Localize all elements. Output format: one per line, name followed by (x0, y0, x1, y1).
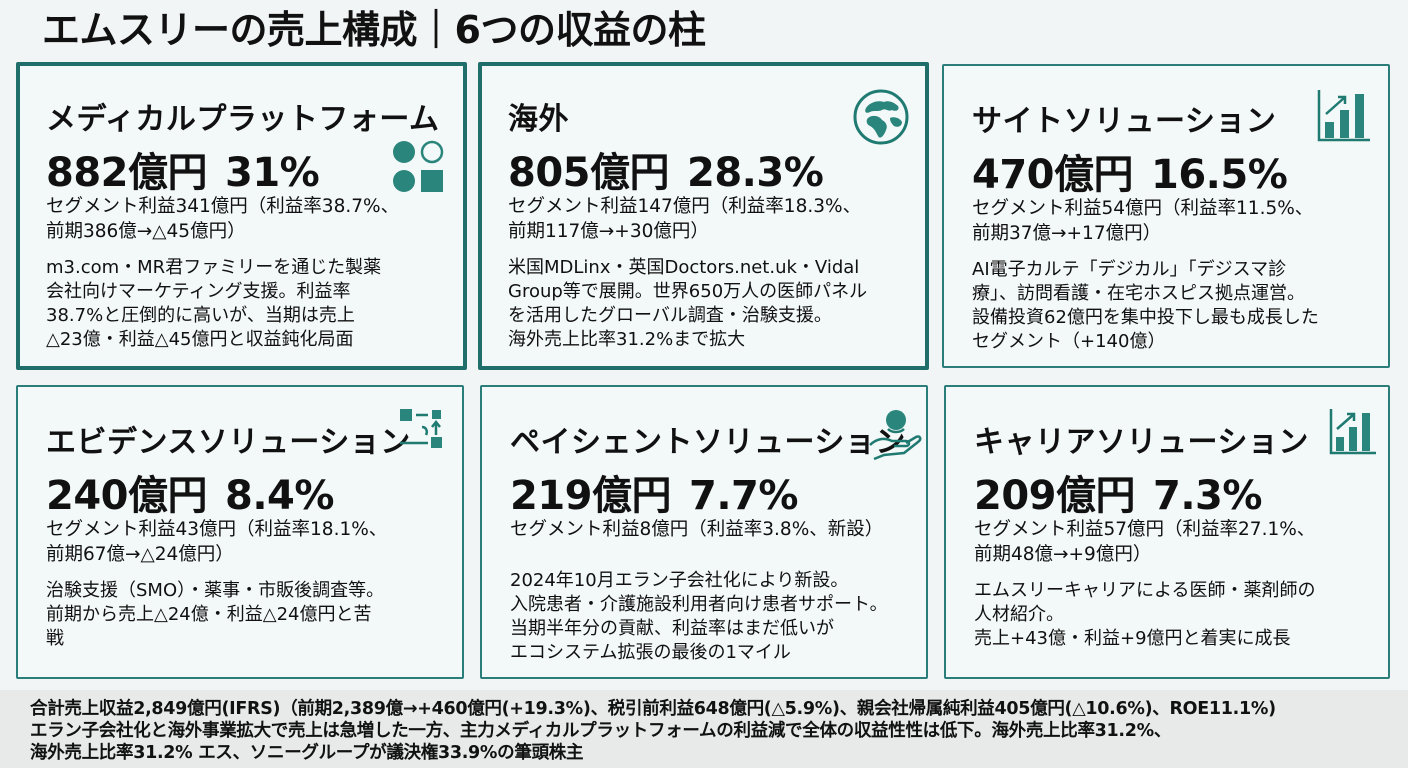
bar-chart-growth-icon (1316, 88, 1372, 144)
segment-name: ペイシェントソリューション (510, 425, 906, 460)
revenue-value: 470億円 (972, 152, 1134, 198)
revenue-value: 805億円 (508, 150, 670, 196)
segment-revenue: 219億円 7.7% (510, 463, 798, 521)
segment-description: AI電子カルテ「デジカル」「デジスマ診 療」、訪問看護・在宅ホスピス拠点運営。 … (972, 259, 1319, 352)
segment-revenue: 209億円 7.3% (974, 463, 1262, 521)
share-value: 31% (225, 150, 320, 196)
segment-card-career-solution: キャリアソリューション 209億円 7.3% セグメント利益57億円（利益率27.… (944, 385, 1390, 679)
page-title: エムスリーの売上構成｜6つの収益の柱 (42, 8, 706, 52)
segment-profit: セグメント利益57億円（利益率27.1%、 前期48億→+9億円） (974, 519, 1316, 565)
segment-card-site-solution: サイトソリューション 470億円 16.5% セグメント利益54億円（利益率11.… (942, 64, 1390, 368)
segment-profit: セグメント利益147億円（利益率18.3%、 前期117億→+30億円） (508, 196, 862, 242)
segment-description: エムスリーキャリアによる医師・薬剤師の 人材紹介。 売上+43億・利益+9億円と… (974, 580, 1316, 649)
segment-profit: セグメント利益341億円（利益率38.7%、 前期386億→△45億円） (46, 196, 400, 242)
segment-description: 2024年10月エラン子会社化により新設。 入院患者・介護施設利用者向け患者サポ… (510, 570, 888, 663)
footer-line: 海外売上比率31.2% エス、ソニーグループが議決権33.9%の筆頭株主 (30, 743, 584, 763)
revenue-value: 209億円 (974, 473, 1136, 519)
segment-card-overseas: 海外 805億円 28.3% セグメント利益147億円（利益率18.3%、 前期1… (478, 62, 929, 370)
segment-revenue: 470億円 16.5% (972, 142, 1288, 200)
segment-name: メディカルプラットフォーム (46, 102, 440, 137)
segment-name: キャリアソリューション (974, 425, 1309, 460)
summary-footer: 合計売上収益2,849億円(IFRS)（前期2,389億→+460億円(+19.… (0, 690, 1408, 768)
segment-description: 米国MDLinx・英国Doctors.net.uk・Vidal Group等で展… (508, 257, 868, 350)
share-value: 16.5% (1151, 152, 1288, 198)
revenue-value: 882億円 (46, 150, 208, 196)
hand-person-icon (866, 409, 922, 465)
footer-line: 合計売上収益2,849億円(IFRS)（前期2,389億→+460億円(+19.… (30, 699, 1276, 719)
segment-revenue: 805億円 28.3% (508, 140, 824, 198)
segment-name: エビデンスソリューション (46, 425, 411, 460)
segment-name: サイトソリューション (972, 104, 1277, 139)
workflow-icon (398, 407, 446, 451)
segment-revenue: 240億円 8.4% (46, 463, 334, 521)
revenue-value: 240億円 (46, 473, 208, 519)
footer-line: エラン子会社化と海外事業拡大で売上は急増した一方、主力メディカルプラットフォーム… (30, 721, 1172, 741)
shapes-icon (392, 140, 446, 194)
bar-chart-growth-icon (1328, 407, 1378, 457)
share-value: 7.7% (689, 473, 798, 519)
segment-revenue: 882億円 31% (46, 140, 320, 198)
segment-profit: セグメント利益43億円（利益率18.1%、 前期67億→△24億円） (46, 519, 388, 565)
segment-profit: セグメント利益54億円（利益率11.5%、 前期37億→+17億円） (972, 198, 1314, 244)
share-value: 8.4% (225, 473, 334, 519)
segment-profit: セグメント利益8億円（利益率3.8%、新設） (510, 519, 884, 540)
revenue-value: 219億円 (510, 473, 672, 519)
globe-icon (852, 88, 910, 146)
segment-card-patient-solution: ペイシェントソリューション 219億円 7.7% セグメント利益8億円（利益率3.… (480, 385, 928, 679)
share-value: 7.3% (1153, 473, 1262, 519)
segment-card-medical-platform: メディカルプラットフォーム 882億円 31% セグメント利益341億円（利益率3… (16, 62, 467, 370)
share-value: 28.3% (687, 150, 824, 196)
segment-description: 治験支援（SMO）・薬事・市販後調査等。 前期から売上△24億・利益△24億円と… (46, 580, 385, 649)
segment-name: 海外 (508, 102, 569, 137)
segment-card-evidence-solution: エビデンスソリューション 240億円 8.4% セグメント利益43億円（利益率18… (16, 385, 464, 679)
segment-description: m3.com・MR君ファミリーを通じた製薬 会社向けマーケティング支援。利益率 … (46, 257, 382, 350)
